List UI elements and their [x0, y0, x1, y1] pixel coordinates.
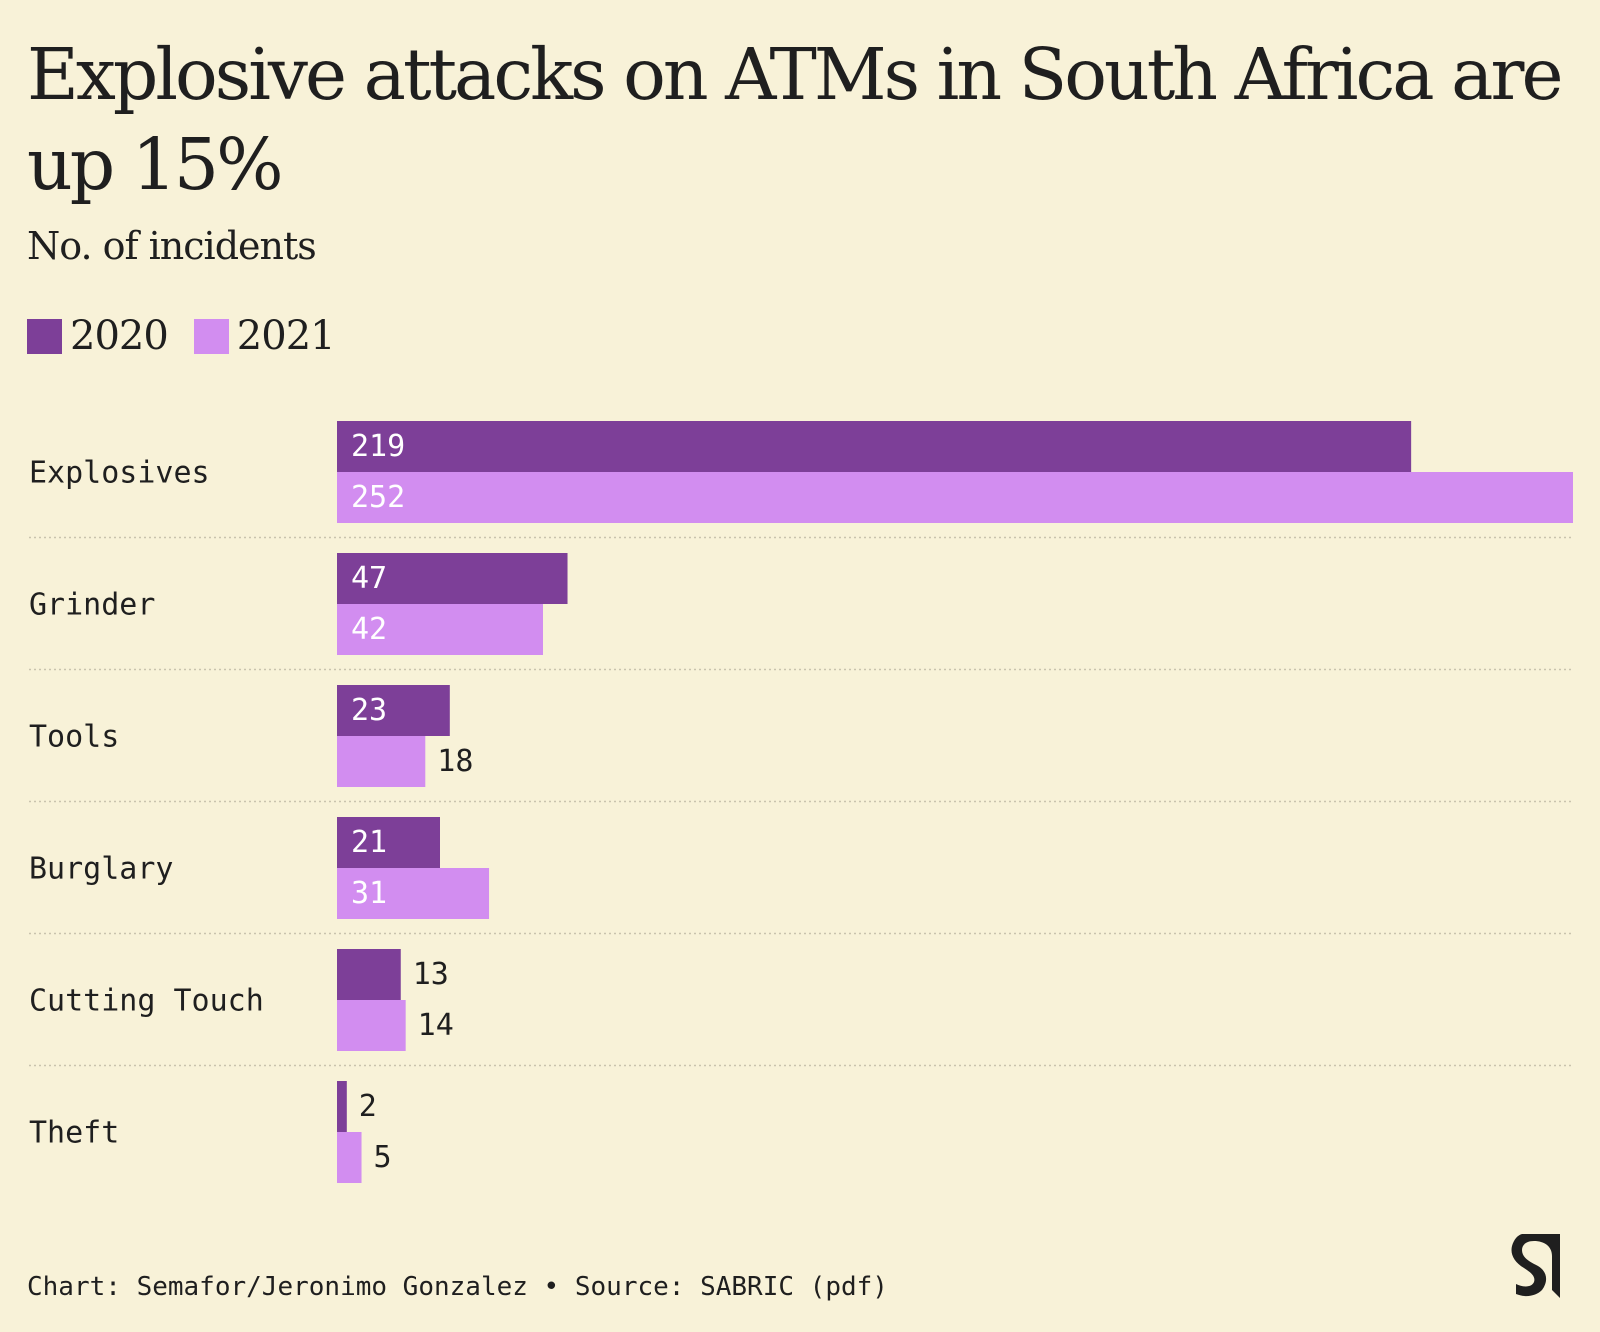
category-label-tools: Tools [29, 720, 119, 755]
category-label-cutting-touch: Cutting Touch [29, 984, 264, 1019]
data-label-burglary-2020: 21 [351, 825, 387, 860]
category-label-burglary: Burglary [29, 852, 174, 887]
chart-credit: Chart: Semafor/Jeronimo Gonzalez • Sourc… [27, 1272, 888, 1302]
data-label-cutting-touch-2020: 13 [413, 957, 449, 992]
legend: 2020 2021 [27, 311, 361, 361]
bar-burglary-2021 [337, 868, 490, 919]
data-label-cutting-touch-2021: 14 [418, 1008, 454, 1043]
bar-explosives-2021 [337, 472, 1573, 523]
bar-grinder-2020 [337, 553, 568, 604]
category-label-explosives: Explosives [29, 456, 210, 491]
legend-item-2021: 2021 [193, 313, 336, 359]
data-label-explosives-2021: 252 [351, 480, 405, 515]
category-label-theft: Theft [29, 1116, 119, 1151]
legend-swatch-2020 [27, 318, 62, 354]
data-label-tools-2020: 23 [351, 693, 387, 728]
bar-tools-2020 [337, 685, 450, 736]
bar-cutting-touch-2021 [337, 1000, 406, 1051]
bar-grinder-2021 [337, 604, 543, 655]
semafor-logo-icon [1511, 1234, 1560, 1298]
chart-title: Explosive attacks on ATMs in South Afric… [27, 33, 1563, 206]
bar-explosives-2020 [337, 421, 1412, 472]
chart-subtitle: No. of incidents [27, 224, 317, 268]
legend-label-2020: 2020 [70, 313, 169, 359]
legend-swatch-2021 [193, 318, 229, 354]
bar-cutting-touch-2020 [337, 949, 401, 1000]
data-label-explosives-2020: 219 [351, 429, 405, 464]
data-label-tools-2021: 18 [437, 744, 473, 779]
legend-item-2020: 2020 [27, 313, 169, 359]
bar-theft-2020 [337, 1081, 347, 1132]
bar-chart: Explosives 219 252 Grinder 47 42 Tools 23 18 Burg… [29, 421, 1573, 1183]
bar-tools-2021 [337, 736, 426, 787]
data-label-theft-2021: 5 [374, 1140, 392, 1175]
bar-theft-2021 [337, 1132, 362, 1183]
data-label-burglary-2021: 31 [351, 876, 387, 911]
data-label-grinder-2020: 47 [351, 561, 387, 596]
data-label-theft-2020: 2 [359, 1089, 377, 1124]
data-label-grinder-2021: 42 [351, 612, 387, 647]
bar-burglary-2020 [337, 817, 440, 868]
legend-label-2021: 2021 [236, 313, 336, 359]
category-label-grinder: Grinder [29, 588, 155, 623]
